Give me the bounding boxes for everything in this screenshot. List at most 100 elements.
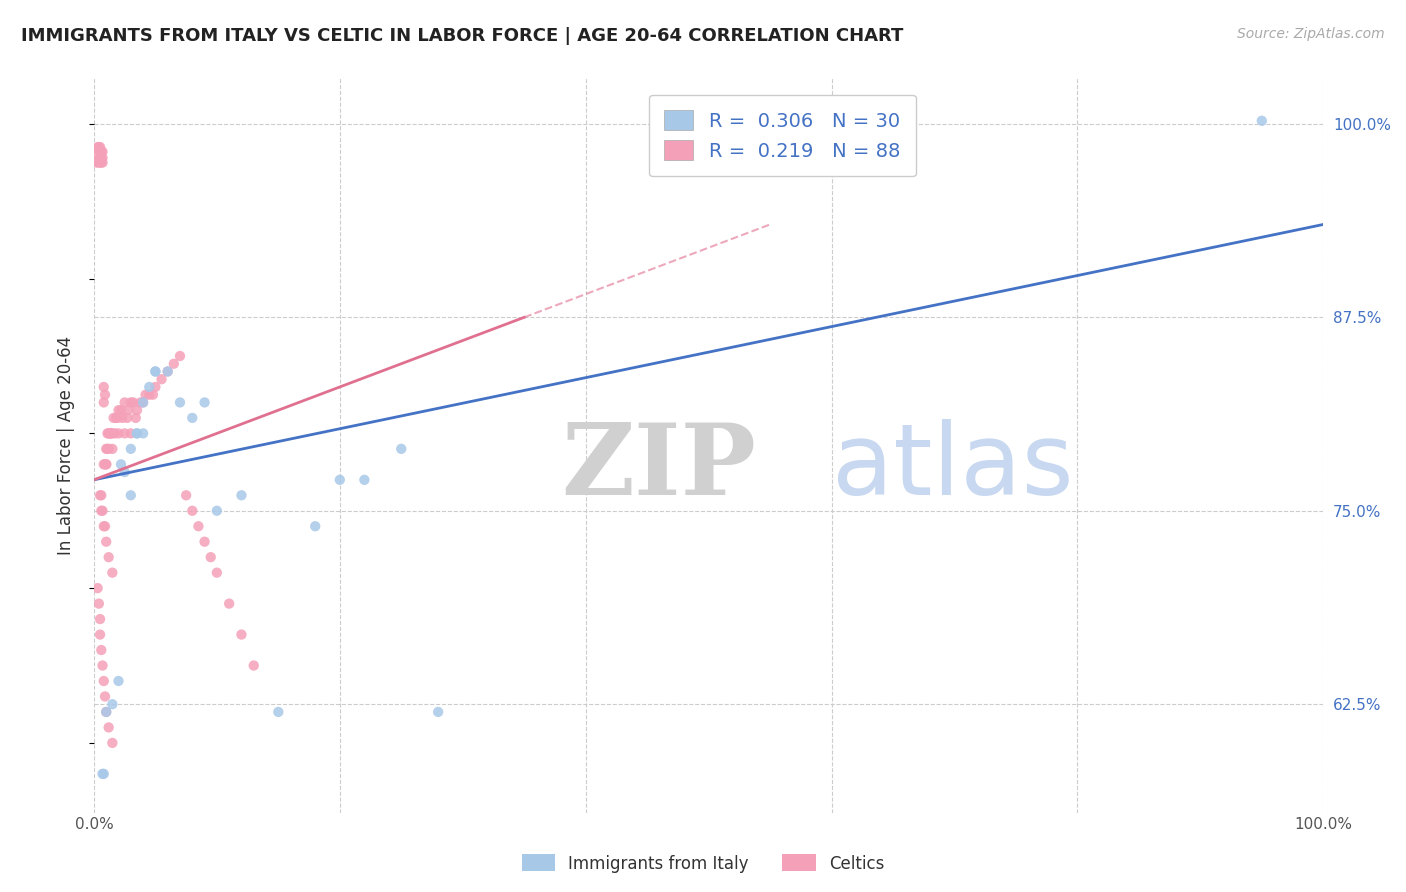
Point (114, 426, 136, 441)
Point (115, 411, 138, 425)
Text: Source: ZipAtlas.com: Source: ZipAtlas.com (1237, 27, 1385, 41)
Point (242, 658, 264, 673)
Point (231, 627, 253, 641)
Point (101, 426, 124, 441)
Point (103, 411, 125, 425)
Point (193, 534, 215, 549)
Point (90, 155, 112, 169)
Point (200, 550, 222, 565)
Point (120, 426, 142, 441)
Point (86, 148, 108, 162)
Point (231, 488, 253, 502)
Point (329, 473, 352, 487)
Point (187, 519, 209, 533)
Point (90, 643, 112, 657)
Point (101, 442, 124, 456)
Point (104, 426, 127, 441)
Point (145, 364, 167, 378)
Point (111, 411, 134, 425)
Point (304, 519, 326, 533)
Point (1250, 113, 1272, 128)
Point (93, 767, 115, 781)
Point (96, 426, 118, 441)
Point (145, 380, 167, 394)
Point (138, 380, 160, 394)
Point (114, 465, 136, 479)
Point (100, 426, 122, 441)
Point (90, 145, 112, 159)
Y-axis label: In Labor Force | Age 20-64: In Labor Force | Age 20-64 (58, 335, 75, 555)
Point (427, 705, 450, 719)
Point (132, 395, 155, 409)
Point (94, 519, 117, 533)
Point (94, 387, 117, 401)
Point (138, 387, 160, 401)
Point (89, 145, 111, 159)
Point (93, 673, 115, 688)
Point (267, 705, 290, 719)
Point (96, 458, 118, 472)
Point (94, 690, 117, 704)
Point (193, 395, 215, 409)
Point (181, 504, 204, 518)
Point (156, 364, 179, 378)
Point (132, 426, 155, 441)
Point (132, 395, 155, 409)
Point (87, 140, 110, 154)
Legend: R =  0.306   N = 30, R =  0.219   N = 88: R = 0.306 N = 30, R = 0.219 N = 88 (648, 95, 915, 177)
Point (114, 395, 136, 409)
Point (93, 380, 115, 394)
Point (110, 458, 132, 472)
Point (87, 597, 110, 611)
Point (169, 349, 191, 363)
Point (353, 473, 375, 487)
Point (107, 403, 129, 417)
Point (97, 550, 120, 565)
Point (110, 403, 132, 417)
Point (205, 504, 228, 518)
Point (94, 458, 117, 472)
Point (93, 395, 115, 409)
Point (97, 426, 120, 441)
Point (174, 488, 197, 502)
Text: ZIP: ZIP (561, 418, 756, 516)
Point (97, 720, 120, 734)
Point (93, 519, 115, 533)
Point (89, 612, 111, 626)
Point (218, 597, 240, 611)
Point (125, 403, 148, 417)
Point (125, 411, 148, 425)
Point (91, 145, 114, 159)
Point (135, 387, 157, 401)
Point (90, 504, 112, 518)
Point (87, 155, 110, 169)
Point (101, 566, 124, 580)
Point (89, 155, 111, 169)
Point (120, 442, 142, 456)
Point (91, 658, 114, 673)
Point (142, 387, 165, 401)
Point (156, 364, 179, 378)
Point (89, 140, 111, 154)
Point (86, 155, 108, 169)
Point (205, 566, 228, 580)
Point (96, 442, 118, 456)
Point (389, 442, 412, 456)
Point (120, 395, 142, 409)
Legend: Immigrants from Italy, Celtics: Immigrants from Italy, Celtics (515, 847, 891, 880)
Point (181, 411, 204, 425)
Point (129, 395, 152, 409)
Point (96, 705, 118, 719)
Point (125, 426, 148, 441)
Point (98, 426, 121, 441)
Point (101, 736, 124, 750)
Point (163, 357, 186, 371)
Point (101, 697, 124, 711)
Point (122, 395, 145, 409)
Point (90, 151, 112, 165)
Point (107, 673, 129, 688)
Point (91, 151, 114, 165)
Point (125, 426, 148, 441)
Point (89, 837, 111, 851)
Point (150, 372, 173, 386)
